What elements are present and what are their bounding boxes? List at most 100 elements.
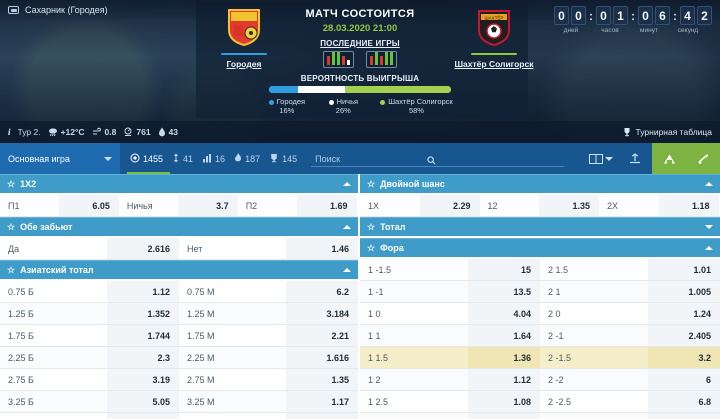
chevron-up-icon[interactable] xyxy=(343,268,351,272)
odd-button[interactable]: 2.29 xyxy=(419,195,480,216)
odd-button[interactable]: 1.005 xyxy=(648,281,720,302)
outcome-label[interactable]: Да xyxy=(8,243,20,254)
counter-flame[interactable]: 187 xyxy=(234,152,260,165)
counter-stats-bars[interactable]: 16 xyxy=(202,153,225,165)
outcome-label[interactable]: 1.25 М xyxy=(186,308,215,319)
home-team-name[interactable]: Городея xyxy=(226,59,262,69)
favorite-star-icon[interactable]: ☆ xyxy=(7,221,16,232)
outcome-label[interactable]: 2 -2.5 xyxy=(548,396,572,407)
outcome-label[interactable]: П1 xyxy=(8,200,20,211)
outcome-label[interactable]: 1 2.5 xyxy=(368,396,389,407)
stats-view-button[interactable] xyxy=(686,143,720,174)
odd-button[interactable]: 1.616 xyxy=(286,347,358,368)
outcome-label[interactable]: 2 1 xyxy=(548,286,561,297)
outcome-label[interactable]: 3.25 Б xyxy=(8,396,34,407)
standings-link[interactable]: Турнирная таблица xyxy=(622,127,712,137)
game-type-select[interactable]: Основная игра xyxy=(0,143,120,174)
outcome-label[interactable]: 1.75 М xyxy=(186,330,215,341)
away-form-box[interactable] xyxy=(366,51,397,68)
odd-button[interactable]: 1.01 xyxy=(648,259,720,280)
outcome-label[interactable]: 2.25 Б xyxy=(8,352,34,363)
odd-button[interactable]: 1.08 xyxy=(468,391,540,412)
outcome-label[interactable]: 2.75 Б xyxy=(8,374,34,385)
odd-button[interactable]: 1.64 xyxy=(468,325,540,346)
odd-button[interactable]: 6.2 xyxy=(286,281,358,302)
outcome-label[interactable]: Нет xyxy=(186,243,203,254)
odd-button[interactable]: 1.01 xyxy=(468,413,540,419)
outcome-label[interactable]: 12 xyxy=(487,200,498,211)
outcome-label[interactable]: 2 -3 xyxy=(540,413,648,419)
odd-button[interactable]: 1.12 xyxy=(468,369,540,390)
odd-button[interactable]: 1.12 xyxy=(107,281,179,302)
outcome-label[interactable]: 1 -1 xyxy=(368,286,384,297)
outcome-label[interactable]: 2 0 xyxy=(548,308,561,319)
odd-button[interactable]: 2.405 xyxy=(648,325,720,346)
odd-button[interactable]: 1.35 xyxy=(539,195,599,216)
market-section-header[interactable]: ☆ Фора xyxy=(360,238,720,257)
outcome-label[interactable]: 3.75 Б xyxy=(0,413,107,419)
collapse-all-button[interactable] xyxy=(618,143,652,174)
outcome-label[interactable]: П2 xyxy=(245,200,258,211)
outcome-label[interactable]: 3.75 М xyxy=(179,413,286,419)
counter-trophy[interactable]: 145 xyxy=(269,153,297,165)
chevron-up-icon[interactable] xyxy=(343,182,351,186)
odd-button[interactable]: 6.05 xyxy=(59,195,119,216)
odd-button[interactable]: 1.352 xyxy=(107,303,179,324)
search-icon[interactable] xyxy=(427,156,436,165)
favorite-star-icon[interactable]: ☆ xyxy=(367,221,376,232)
odd-button[interactable]: 3.7 xyxy=(178,195,238,216)
market-section-header[interactable]: ☆ Азиатский тотал xyxy=(0,260,358,279)
odd-button[interactable]: 5.05 xyxy=(107,391,179,412)
away-team-name[interactable]: Шахтёр Солигорск xyxy=(454,59,534,69)
field-view-button[interactable] xyxy=(652,143,686,174)
odd-button[interactable]: 2.21 xyxy=(286,325,358,346)
layout-columns-button[interactable] xyxy=(584,143,618,174)
outcome-label[interactable]: 2.25 М xyxy=(186,352,215,363)
home-form-box[interactable] xyxy=(323,51,354,68)
outcome-label[interactable]: 2 -2 xyxy=(548,374,564,385)
counter-target[interactable]: 1455 xyxy=(130,153,163,165)
outcome-label[interactable]: 1 2 xyxy=(368,374,381,385)
odd-button[interactable]: 1.36 xyxy=(468,347,540,368)
outcome-label[interactable]: 2X xyxy=(607,200,619,211)
odd-button[interactable]: 4.04 xyxy=(468,303,540,324)
market-section-header[interactable]: ☆ Тотал xyxy=(360,217,720,236)
outcome-label[interactable]: Ничья xyxy=(126,200,153,211)
info-icon[interactable]: i xyxy=(8,127,11,137)
market-section-header[interactable]: ☆ Обе забьют xyxy=(0,217,358,236)
favorite-star-icon[interactable]: ☆ xyxy=(7,178,16,189)
favorite-star-icon[interactable]: ☆ xyxy=(367,242,376,253)
outcome-label[interactable]: 0.75 Б xyxy=(8,286,34,297)
odd-button[interactable]: 3.19 xyxy=(107,369,179,390)
market-section-header[interactable]: ☆ 1X2 xyxy=(0,174,358,193)
odd-button[interactable]: 3.184 xyxy=(286,303,358,324)
odd-button[interactable]: 2.616 xyxy=(107,238,179,259)
odd-button[interactable]: 7.8 xyxy=(107,413,179,419)
standings-label[interactable]: Турнирная таблица xyxy=(635,127,712,137)
outcome-label[interactable]: 1 3 xyxy=(360,413,468,419)
odd-button[interactable]: 6 xyxy=(648,369,720,390)
last-games-label[interactable]: ПОСЛЕДНИЕ ИГРЫ xyxy=(320,39,400,48)
outcome-label[interactable]: 1.25 Б xyxy=(8,308,34,319)
outcome-label[interactable]: 2.75 М xyxy=(186,374,215,385)
odd-button[interactable]: 15 xyxy=(468,259,540,280)
outcome-label[interactable]: 2 -1.5 xyxy=(548,352,572,363)
counter-updown-arrows[interactable]: 41 xyxy=(172,153,193,165)
odd-button[interactable]: 15 xyxy=(648,413,720,419)
outcome-label[interactable]: 1X xyxy=(368,200,380,211)
market-section-header[interactable]: ☆ Двойной шанс xyxy=(360,174,720,193)
odd-button[interactable]: 1.18 xyxy=(658,195,719,216)
outcome-label[interactable]: 2 1.5 xyxy=(548,264,569,275)
outcome-label[interactable]: 3.25 М xyxy=(186,396,215,407)
search-input[interactable] xyxy=(315,153,584,164)
favorite-star-icon[interactable]: ☆ xyxy=(367,178,376,189)
odd-button[interactable]: 1.69 xyxy=(297,195,357,216)
odd-button[interactable]: 1.17 xyxy=(286,391,358,412)
odd-button[interactable]: 1.35 xyxy=(286,369,358,390)
odd-button[interactable]: 3.2 xyxy=(648,347,720,368)
outcome-label[interactable]: 1 0 xyxy=(368,308,381,319)
chevron-up-icon[interactable] xyxy=(705,246,713,250)
outcome-label[interactable]: 1 -1.5 xyxy=(368,264,392,275)
chevron-up-icon[interactable] xyxy=(705,182,713,186)
outcome-label[interactable]: 1 1 xyxy=(368,330,381,341)
